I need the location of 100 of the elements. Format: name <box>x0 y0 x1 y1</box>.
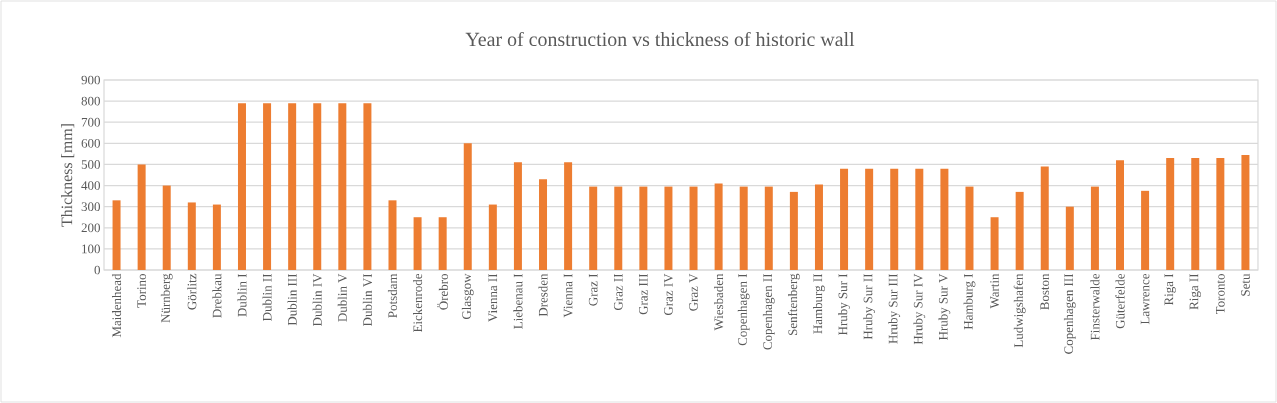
bar <box>112 200 121 270</box>
x-tick-label: Dublin V <box>337 273 347 322</box>
bar <box>162 185 171 270</box>
bar <box>413 217 422 270</box>
bar <box>1116 160 1124 270</box>
bar <box>789 191 798 270</box>
bar <box>664 186 673 270</box>
x-tick-label: Graz II <box>613 273 623 311</box>
x-tick-label: Hruby Sur II <box>863 273 876 340</box>
x-tick-label: Boston <box>1040 273 1050 310</box>
x-tick-label: Güterfelde <box>1115 273 1125 329</box>
x-tick-label: Copenhagen I <box>737 273 750 346</box>
x-tick-label: Riga I <box>1164 273 1176 306</box>
bar <box>137 164 146 270</box>
y-tick-label: 800 <box>81 96 100 106</box>
bar <box>890 168 899 270</box>
x-tick-label: Vienna I <box>563 273 573 318</box>
y-tick-label: 700 <box>81 117 100 127</box>
bar <box>639 186 648 270</box>
x-tick-label: Finsterwalde <box>1090 273 1100 341</box>
bar <box>539 179 548 270</box>
x-tick-label: Nürnberg <box>160 273 173 323</box>
bar <box>212 204 221 270</box>
x-tick-label: Torino <box>137 274 146 308</box>
x-tick-label: Maidenhead <box>111 273 122 338</box>
x-tick-label: Hamburg II <box>813 273 825 334</box>
y-axis-title: Thickness [mm] <box>61 124 75 227</box>
bar <box>363 103 372 270</box>
x-tick-label: Dublin IV <box>312 273 322 327</box>
x-tick-label: Copenhagen III <box>1063 273 1076 354</box>
x-tick-label: Hruby Sur IV <box>913 273 926 345</box>
x-tick-label: Setu <box>1241 273 1250 296</box>
x-tick-label: Graz III <box>639 273 648 315</box>
x-tick-label: Graz I <box>588 273 598 306</box>
x-tick-label: Eickenrode <box>413 273 423 333</box>
x-tick-label: Dublin I <box>237 273 247 317</box>
bar <box>1141 190 1150 270</box>
bar <box>714 183 723 270</box>
x-tick-label: Örebro <box>437 274 448 310</box>
bar <box>1191 158 1200 270</box>
bar <box>1065 206 1074 270</box>
y-tick-label: 100 <box>82 244 100 254</box>
x-tick-label: Hruby Sur I <box>838 273 850 336</box>
x-tick-label: Drebkau <box>212 273 222 318</box>
bar <box>187 202 196 270</box>
bar <box>438 217 447 270</box>
bar <box>237 103 246 270</box>
y-tick-label: 500 <box>81 160 100 169</box>
bar <box>564 162 573 270</box>
bar <box>263 103 272 270</box>
x-tick-label: Hruby Sur III <box>888 273 901 344</box>
bar <box>513 162 522 270</box>
bar <box>488 204 497 270</box>
bar <box>1090 186 1099 270</box>
y-tick-label: 200 <box>81 223 100 233</box>
bar <box>814 184 823 270</box>
x-tick-label: Ludwigshafen <box>1013 273 1026 348</box>
x-tick-label: Graz IV <box>664 273 673 316</box>
y-tick-label: 300 <box>81 202 100 212</box>
x-tick-label: Riga II <box>1189 273 1201 310</box>
bar <box>288 103 297 270</box>
x-tick-label: Senftenberg <box>787 273 800 335</box>
bar <box>1166 158 1175 270</box>
x-tick-label: Copenhagen II <box>762 273 775 350</box>
bar <box>313 103 322 270</box>
bar <box>1241 154 1250 270</box>
bar <box>965 186 974 270</box>
bar <box>388 200 397 270</box>
x-tick-label: Wartin <box>990 273 999 309</box>
bar <box>739 186 748 270</box>
x-tick-label: Dublin III <box>287 273 297 326</box>
x-tick-label: Glasgow <box>461 273 474 320</box>
bar <box>865 168 874 270</box>
x-tick-label: Hamburg I <box>963 273 976 330</box>
y-tick-label: 600 <box>81 138 100 148</box>
bar <box>764 186 773 270</box>
bar <box>1040 166 1049 270</box>
x-tick-label: Wiesbaden <box>714 273 724 331</box>
bar <box>940 168 949 270</box>
x-tick-label: Görlitz <box>187 273 197 310</box>
bar <box>689 186 698 270</box>
x-tick-label: Hruby Sur V <box>938 273 951 341</box>
y-tick-label: 900 <box>81 75 100 85</box>
x-tick-label: Toronto <box>1216 274 1225 315</box>
x-tick-label: Dublin II <box>262 273 272 321</box>
x-tick-label: Vienna II <box>488 273 498 322</box>
bar <box>589 186 598 270</box>
y-tick-label: 400 <box>81 181 100 190</box>
bar <box>1015 191 1024 270</box>
bar <box>463 143 472 270</box>
chart-title: Year of construction vs thickness of historic wall <box>465 31 855 47</box>
x-tick-label: Lawrence <box>1140 273 1150 325</box>
x-tick-label: Dresden <box>538 273 548 317</box>
bar <box>1216 158 1225 270</box>
x-tick-label: Dublin VI <box>362 273 373 327</box>
x-tick-label: Liebenau I <box>513 273 523 329</box>
bar <box>840 168 849 270</box>
bar <box>990 217 999 270</box>
x-tick-label: Potsdam <box>387 273 398 318</box>
bar <box>614 186 623 270</box>
